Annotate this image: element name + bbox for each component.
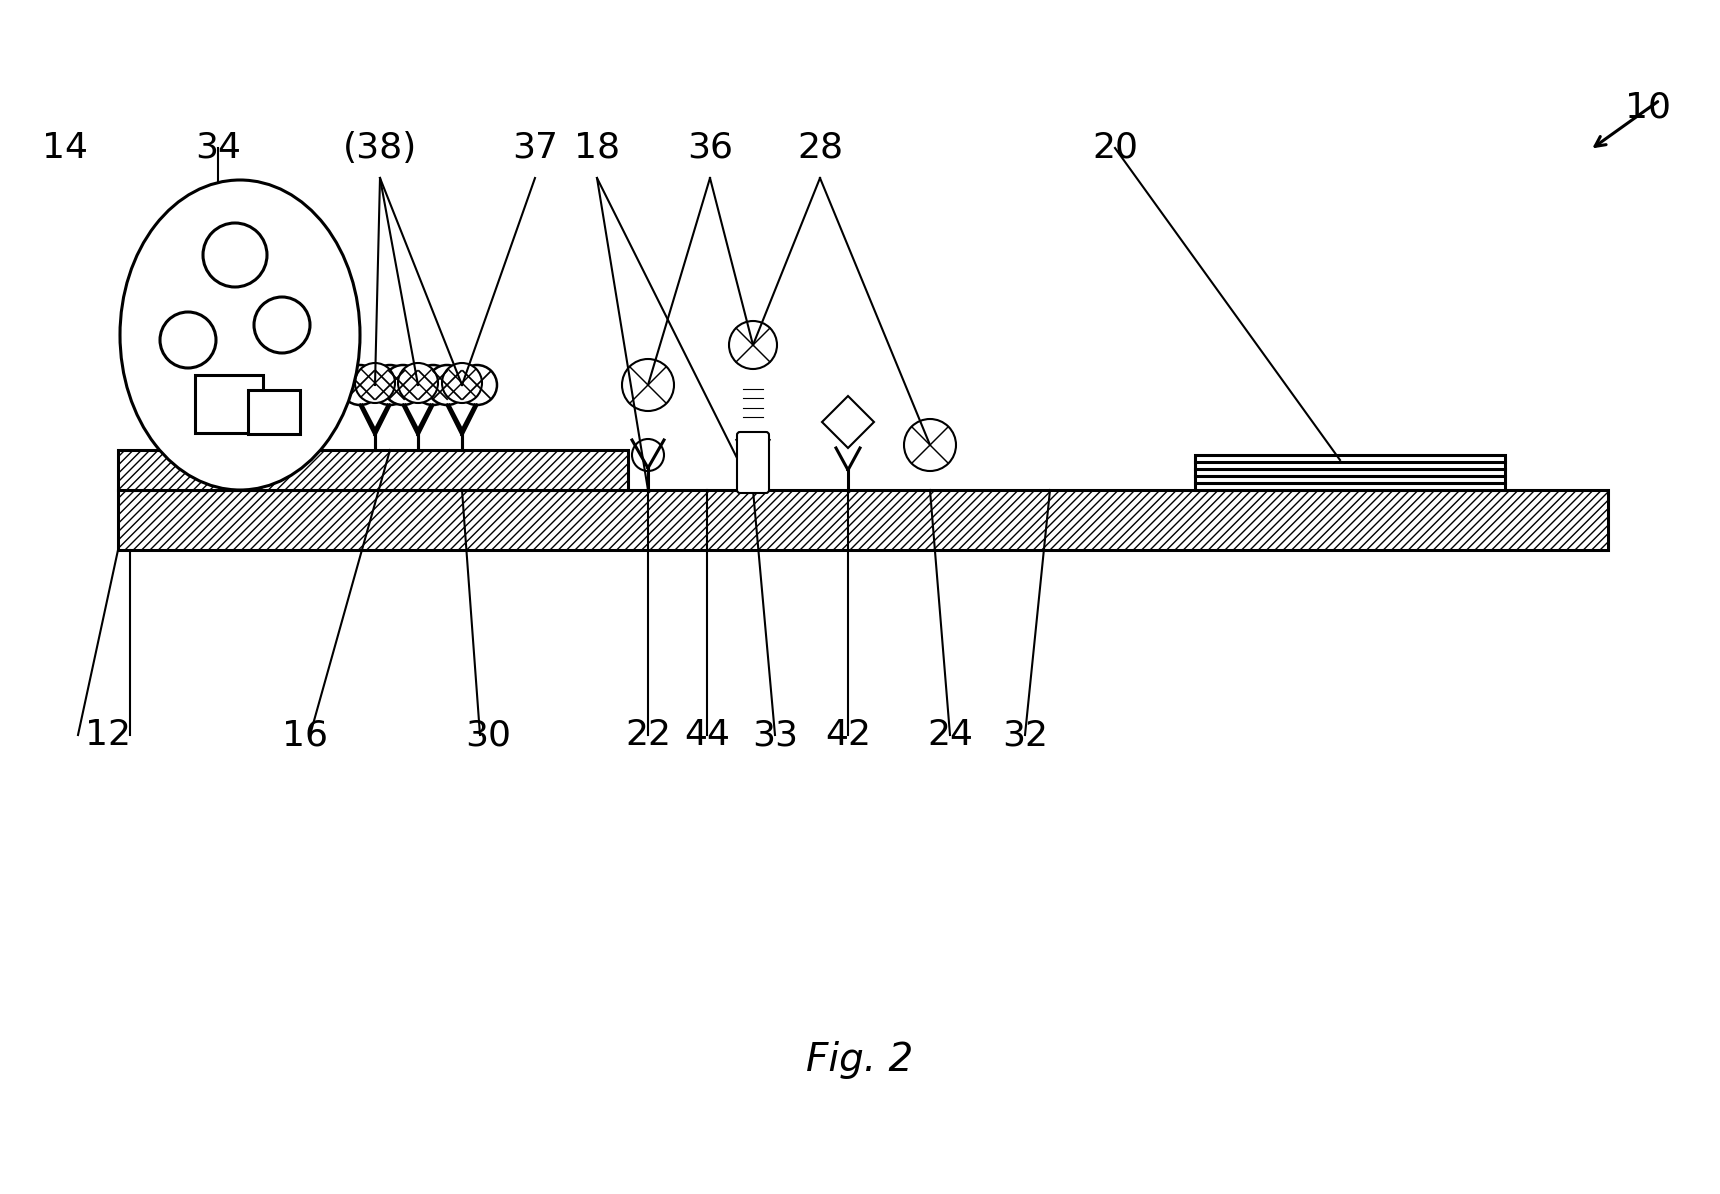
- Circle shape: [370, 365, 409, 405]
- Ellipse shape: [120, 180, 359, 490]
- Bar: [1195, 455, 1505, 490]
- Text: 24: 24: [927, 718, 974, 752]
- Text: 30: 30: [464, 718, 511, 752]
- Circle shape: [905, 419, 956, 470]
- Bar: [119, 490, 1608, 550]
- Polygon shape: [822, 396, 874, 448]
- Text: 18: 18: [574, 131, 621, 165]
- FancyBboxPatch shape: [736, 432, 769, 493]
- Circle shape: [341, 365, 380, 405]
- Circle shape: [255, 297, 310, 353]
- Circle shape: [623, 359, 674, 411]
- Text: 10: 10: [1625, 91, 1672, 125]
- Circle shape: [160, 312, 217, 368]
- Circle shape: [384, 365, 423, 405]
- Text: 22: 22: [624, 718, 671, 752]
- Circle shape: [631, 439, 664, 470]
- Text: 32: 32: [1003, 718, 1047, 752]
- Text: 34: 34: [194, 131, 241, 165]
- Text: 44: 44: [685, 718, 729, 752]
- Bar: [194, 375, 263, 433]
- Text: 42: 42: [826, 718, 870, 752]
- Text: 20: 20: [1092, 131, 1139, 165]
- Circle shape: [442, 363, 482, 404]
- Text: Fig. 2: Fig. 2: [807, 1041, 913, 1079]
- Text: 14: 14: [41, 131, 88, 165]
- Circle shape: [427, 365, 468, 405]
- Bar: [119, 450, 628, 490]
- Text: 37: 37: [513, 131, 557, 165]
- Text: 12: 12: [84, 718, 131, 752]
- Circle shape: [413, 365, 452, 405]
- Circle shape: [203, 223, 267, 287]
- Circle shape: [458, 365, 497, 405]
- Text: 33: 33: [752, 718, 798, 752]
- Circle shape: [354, 363, 396, 404]
- Text: 16: 16: [282, 718, 329, 752]
- Circle shape: [397, 363, 439, 404]
- Text: 28: 28: [796, 131, 843, 165]
- Bar: [248, 390, 299, 433]
- Text: (38): (38): [342, 131, 418, 165]
- Text: 36: 36: [686, 131, 733, 165]
- Circle shape: [729, 321, 777, 369]
